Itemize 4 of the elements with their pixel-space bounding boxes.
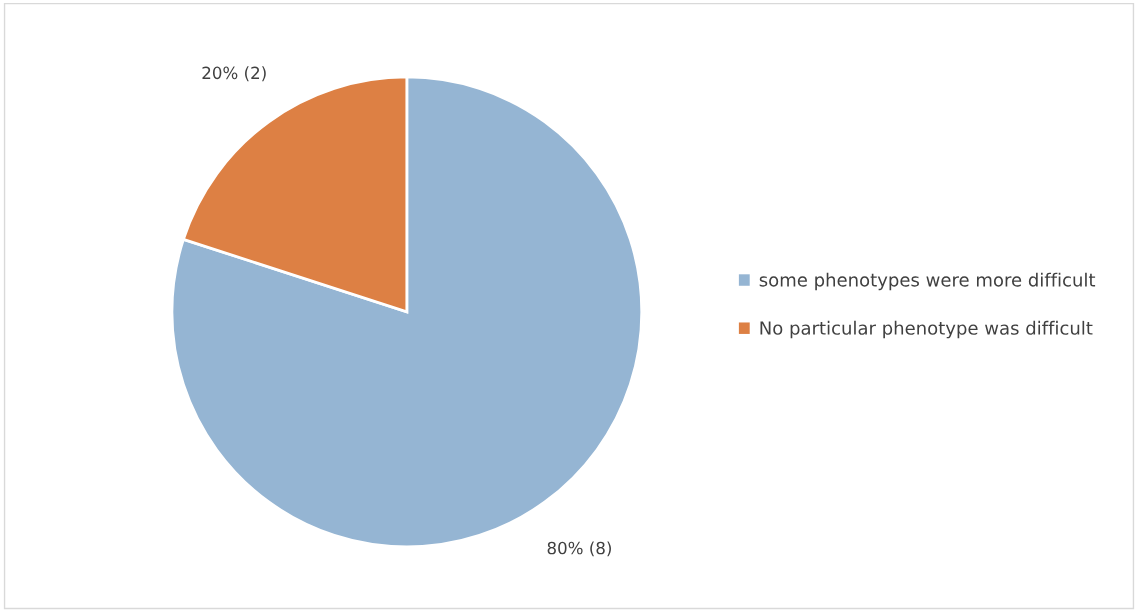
data-label: 80% (8) — [547, 541, 611, 557]
data-label: 20% (2) — [202, 66, 266, 82]
legend-label: some phenotypes were more difficult — [759, 272, 1096, 291]
legend-label: No particular phenotype was difficult — [760, 320, 1093, 339]
